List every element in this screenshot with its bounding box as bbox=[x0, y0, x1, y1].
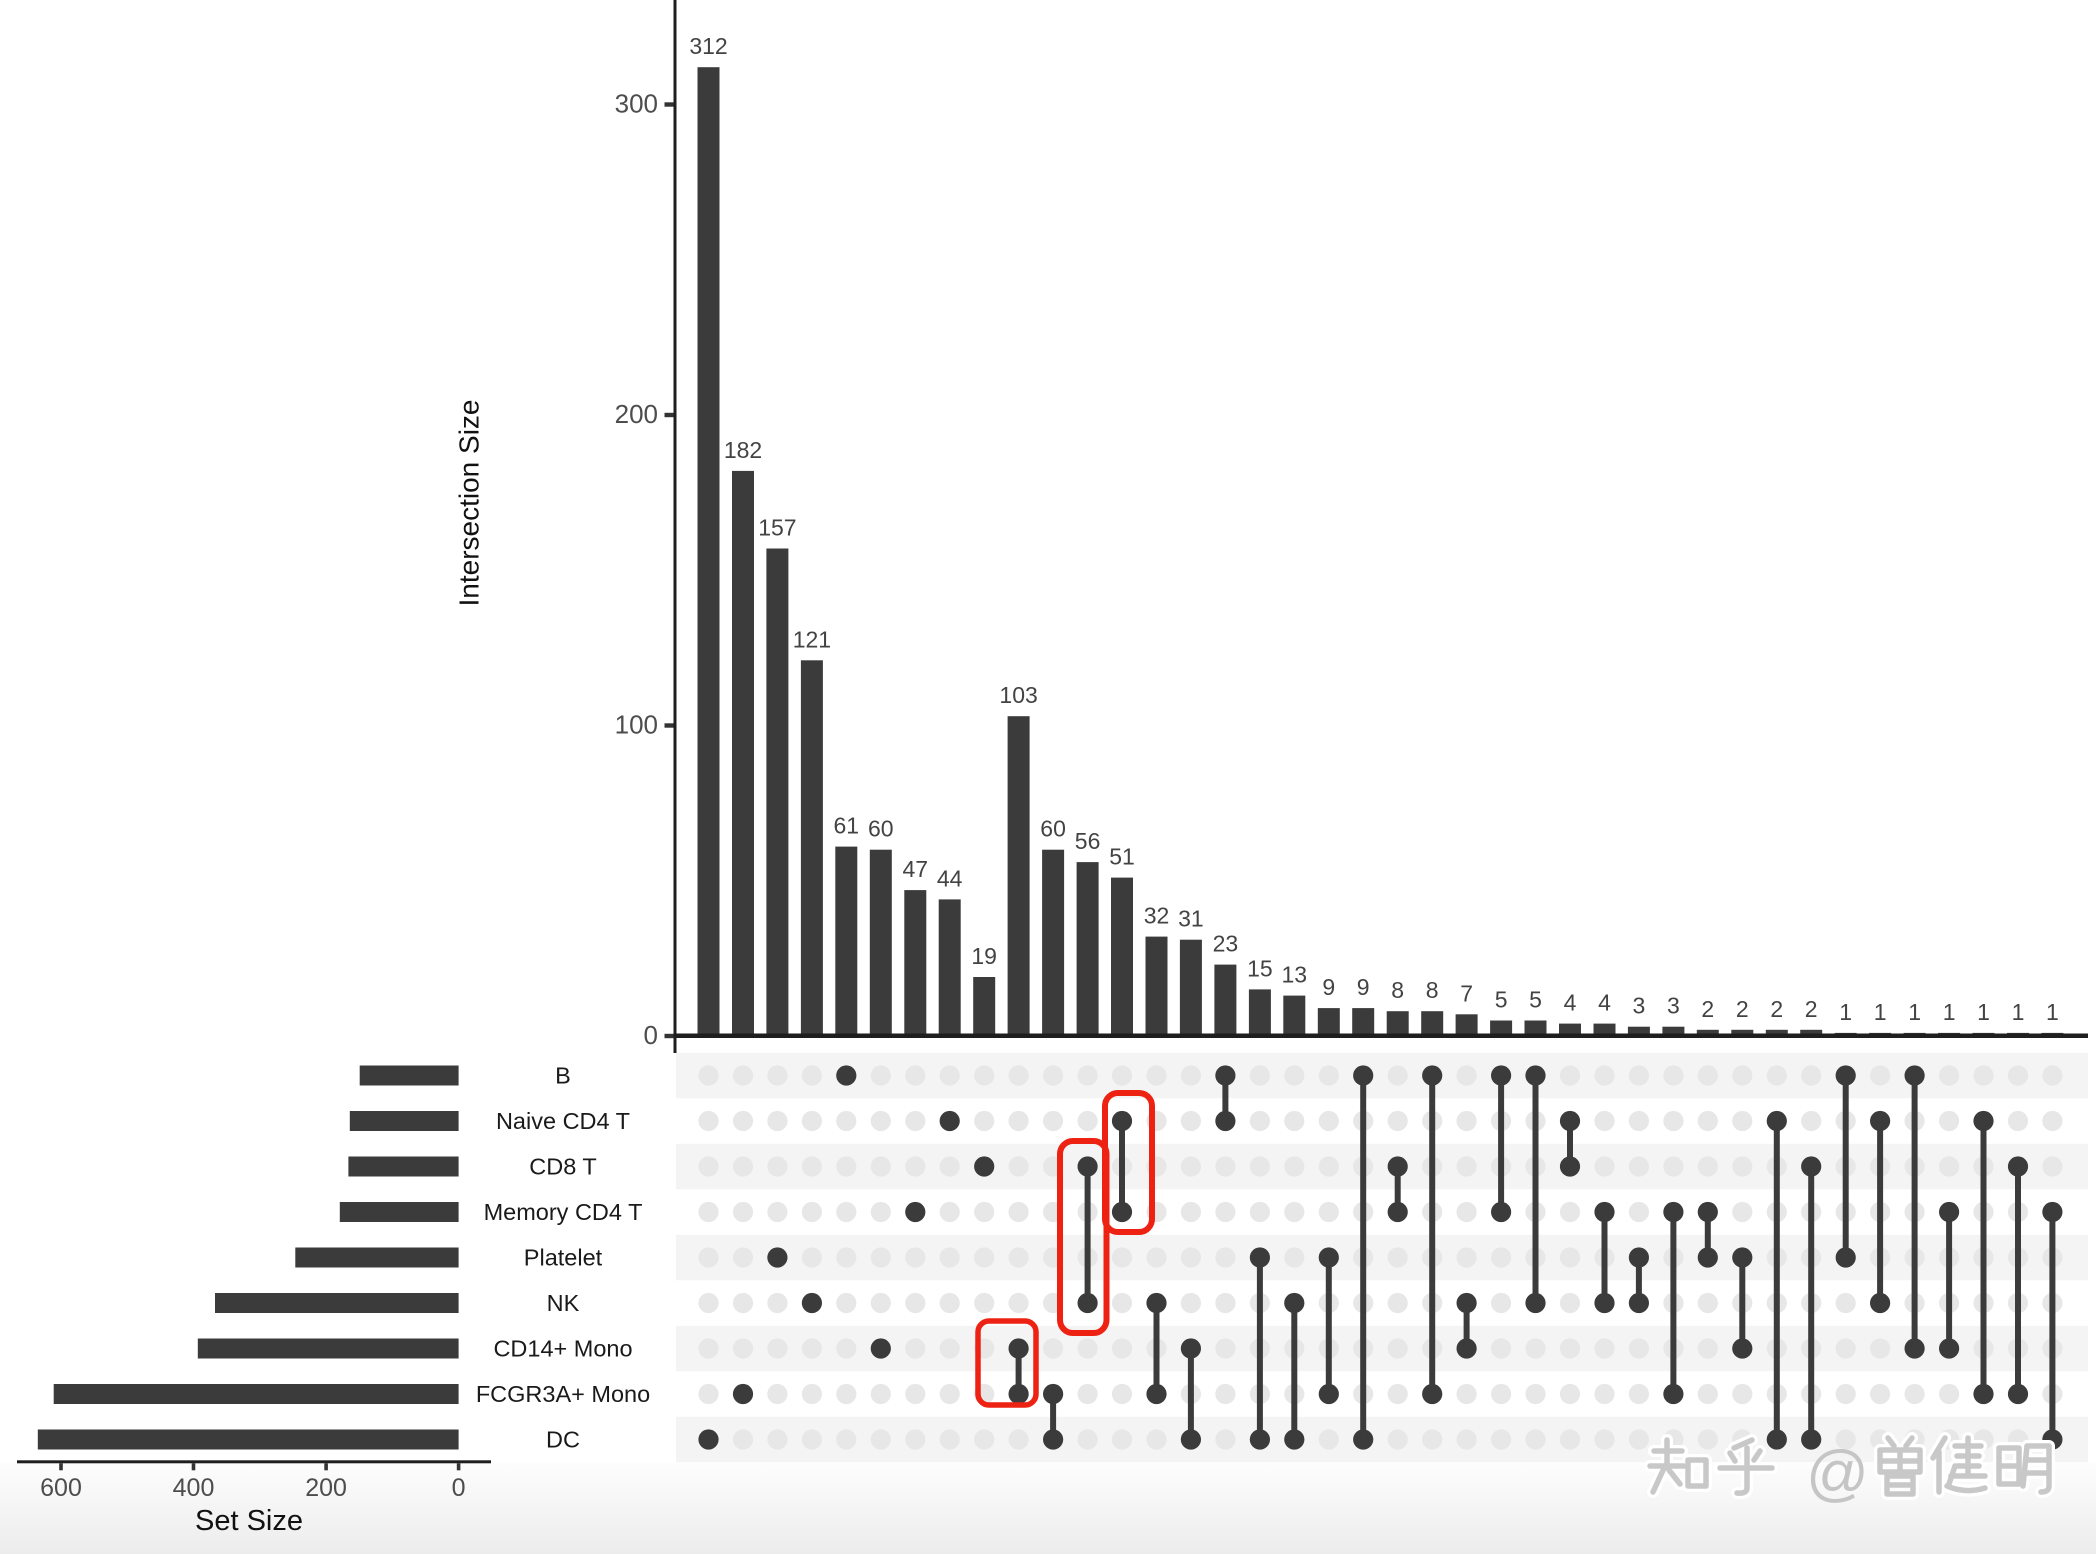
svg-text:8: 8 bbox=[1426, 977, 1439, 1003]
svg-text:200: 200 bbox=[615, 399, 658, 429]
svg-text:1: 1 bbox=[2012, 999, 2025, 1025]
svg-text:3: 3 bbox=[1667, 993, 1680, 1019]
svg-text:Set Size: Set Size bbox=[195, 1505, 303, 1537]
svg-text:9: 9 bbox=[1357, 974, 1370, 1000]
svg-text:1: 1 bbox=[1839, 999, 1852, 1025]
svg-text:DC: DC bbox=[546, 1427, 580, 1453]
svg-text:@: @ bbox=[1806, 1439, 1869, 1508]
svg-text:CD8 T: CD8 T bbox=[529, 1154, 596, 1180]
svg-text:NK: NK bbox=[547, 1290, 580, 1316]
svg-text:9: 9 bbox=[1322, 974, 1335, 1000]
svg-text:CD14+ Mono: CD14+ Mono bbox=[493, 1336, 632, 1362]
svg-text:100: 100 bbox=[615, 710, 658, 740]
svg-text:157: 157 bbox=[758, 515, 796, 541]
svg-text:300: 300 bbox=[615, 89, 658, 119]
svg-text:FCGR3A+ Mono: FCGR3A+ Mono bbox=[476, 1381, 650, 1407]
svg-text:32: 32 bbox=[1144, 903, 1170, 929]
svg-text:Intersection Size: Intersection Size bbox=[454, 400, 485, 607]
svg-text:61: 61 bbox=[834, 813, 860, 839]
svg-text:1: 1 bbox=[1977, 999, 1990, 1025]
svg-text:600: 600 bbox=[40, 1474, 82, 1502]
svg-text:15: 15 bbox=[1247, 955, 1273, 981]
svg-text:121: 121 bbox=[793, 626, 831, 652]
svg-text:1: 1 bbox=[1908, 999, 1921, 1025]
svg-text:400: 400 bbox=[173, 1474, 215, 1502]
svg-text:Memory CD4 T: Memory CD4 T bbox=[484, 1199, 643, 1225]
svg-text:182: 182 bbox=[724, 437, 762, 463]
svg-text:Naive CD4 T: Naive CD4 T bbox=[496, 1108, 630, 1134]
svg-text:103: 103 bbox=[999, 682, 1037, 708]
svg-text:5: 5 bbox=[1495, 987, 1508, 1013]
svg-text:47: 47 bbox=[903, 856, 929, 882]
svg-text:51: 51 bbox=[1109, 844, 1135, 870]
svg-text:60: 60 bbox=[868, 816, 894, 842]
svg-text:5: 5 bbox=[1529, 987, 1542, 1013]
svg-text:60: 60 bbox=[1040, 816, 1066, 842]
svg-text:4: 4 bbox=[1564, 990, 1577, 1016]
svg-text:2: 2 bbox=[1736, 996, 1749, 1022]
svg-text:1: 1 bbox=[1943, 999, 1956, 1025]
svg-text:8: 8 bbox=[1391, 977, 1404, 1003]
svg-text:312: 312 bbox=[689, 33, 727, 59]
svg-text:1: 1 bbox=[1874, 999, 1887, 1025]
svg-text:B: B bbox=[555, 1063, 571, 1089]
svg-text:Platelet: Platelet bbox=[524, 1245, 603, 1271]
svg-text:56: 56 bbox=[1075, 828, 1101, 854]
svg-text:1: 1 bbox=[2046, 999, 2059, 1025]
svg-text:19: 19 bbox=[971, 943, 997, 969]
svg-text:13: 13 bbox=[1282, 962, 1308, 988]
svg-text:0: 0 bbox=[452, 1474, 466, 1502]
svg-text:2: 2 bbox=[1805, 996, 1818, 1022]
svg-text:200: 200 bbox=[305, 1474, 347, 1502]
svg-text:31: 31 bbox=[1178, 906, 1204, 932]
svg-text:44: 44 bbox=[937, 865, 963, 891]
svg-text:3: 3 bbox=[1633, 993, 1646, 1019]
svg-text:2: 2 bbox=[1701, 996, 1714, 1022]
svg-text:2: 2 bbox=[1770, 996, 1783, 1022]
svg-text:4: 4 bbox=[1598, 990, 1611, 1016]
svg-text:0: 0 bbox=[644, 1020, 658, 1050]
svg-text:23: 23 bbox=[1213, 931, 1239, 957]
svg-text:7: 7 bbox=[1460, 980, 1473, 1006]
